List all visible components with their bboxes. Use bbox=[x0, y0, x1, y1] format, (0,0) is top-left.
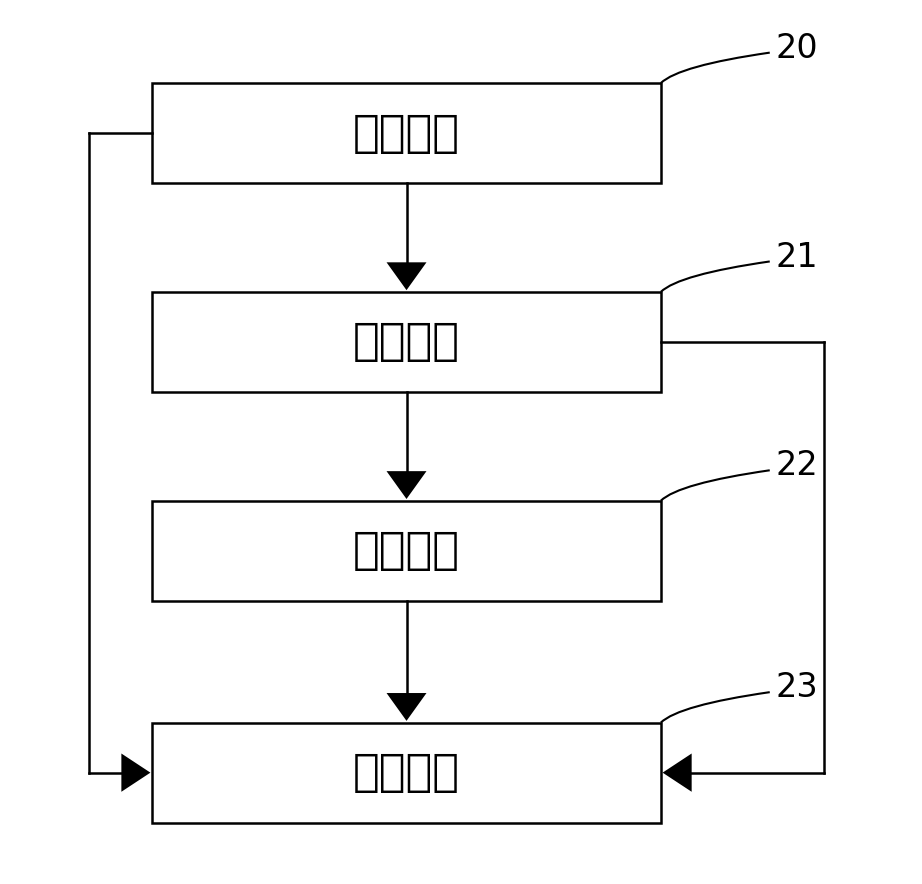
Polygon shape bbox=[386, 263, 427, 290]
Text: 22: 22 bbox=[775, 449, 819, 483]
Polygon shape bbox=[122, 753, 150, 792]
Text: 21: 21 bbox=[775, 240, 819, 274]
Polygon shape bbox=[663, 753, 692, 792]
Bar bbox=[152, 500, 661, 601]
Polygon shape bbox=[386, 693, 427, 720]
Bar bbox=[152, 83, 661, 183]
Polygon shape bbox=[386, 471, 427, 499]
Bar bbox=[152, 292, 661, 392]
Text: 23: 23 bbox=[775, 671, 819, 705]
Text: 替换单元: 替换单元 bbox=[353, 751, 460, 794]
Bar bbox=[152, 722, 661, 823]
Text: 调整单元: 调整单元 bbox=[353, 530, 460, 572]
Text: 确定单元: 确定单元 bbox=[353, 111, 460, 155]
Text: 计算单元: 计算单元 bbox=[353, 320, 460, 363]
Text: 20: 20 bbox=[775, 32, 819, 65]
